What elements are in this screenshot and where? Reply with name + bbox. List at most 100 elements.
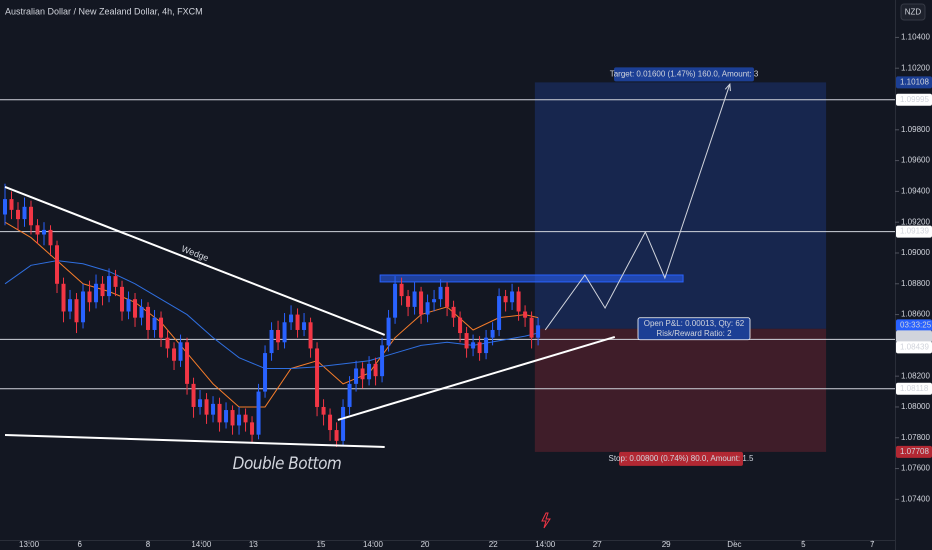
stop-label-box <box>619 451 743 466</box>
x-tick-label: 14:00 <box>535 540 556 549</box>
x-tick-label: 27 <box>593 540 602 549</box>
x-tick-label: 29 <box>662 540 671 549</box>
candle-body <box>152 317 157 330</box>
price-line-badge: 1.09995 <box>900 95 929 104</box>
x-tick-label: 5 <box>801 540 806 549</box>
currency-button[interactable] <box>900 3 926 21</box>
y-tick-label: 1.08800 <box>901 279 930 288</box>
price-line-badge: 1.08118 <box>900 384 929 393</box>
y-tick-label: 1.08000 <box>901 402 930 411</box>
x-tick-label: 15 <box>317 540 326 549</box>
events-icon[interactable] <box>541 512 551 529</box>
candle-body <box>334 430 339 441</box>
candle-body <box>211 403 216 415</box>
candle-body <box>315 348 320 407</box>
price-line-badge-box <box>896 341 932 354</box>
y-tick-label: 1.09000 <box>901 248 930 257</box>
currency-label[interactable]: NZD <box>905 8 922 17</box>
candle-body <box>308 322 313 349</box>
candle-body <box>497 296 502 330</box>
projection-path <box>544 83 731 331</box>
candle-body <box>347 383 352 407</box>
y-tick-label: 1.09200 <box>901 217 930 226</box>
target-label-box <box>614 67 754 82</box>
y-tick-label: 1.09800 <box>901 125 930 134</box>
x-tick-label: 20 <box>421 540 430 549</box>
candle-body <box>295 314 300 330</box>
wedge-line <box>4 185 386 336</box>
price-line-badge: 1.08439 <box>900 342 929 351</box>
candle-body <box>107 276 112 297</box>
candle-body <box>217 403 222 423</box>
candle-body <box>230 410 235 426</box>
stop-label: Stop: 0.00800 (0.74%) 80.0, Amount: 1.5 <box>609 454 755 463</box>
candle-body <box>328 414 333 431</box>
y-tick-label: 1.07400 <box>901 494 930 503</box>
candle-body <box>360 368 365 380</box>
candle-body <box>464 333 469 349</box>
candle-body <box>445 286 450 307</box>
candle-body <box>22 206 27 220</box>
candle-body <box>94 283 99 303</box>
candle-body <box>406 296 411 307</box>
candle-body <box>263 353 268 392</box>
candle-body <box>425 302 430 315</box>
candle-body <box>61 283 66 312</box>
x-tick-label: Dec <box>727 540 741 549</box>
candle-body <box>250 422 255 435</box>
candle-body <box>354 368 359 384</box>
candle-body <box>302 322 307 330</box>
y-tick-label: 1.09400 <box>901 187 930 196</box>
candle-body <box>224 410 229 423</box>
candle-body <box>74 299 79 323</box>
candle-body <box>276 329 281 343</box>
candle-body <box>100 283 105 297</box>
candle-body <box>243 414 248 423</box>
target-zone <box>534 82 827 329</box>
chart-title: Australian Dollar / New Zealand Dollar, … <box>5 6 203 16</box>
price-line-badge: 1.09139 <box>900 227 929 236</box>
resistance-zone <box>379 274 684 283</box>
x-tick-label: 13:00 <box>19 540 40 549</box>
candle-body <box>380 345 385 377</box>
candle-body <box>42 229 47 235</box>
x-tick-label: 14:00 <box>191 540 212 549</box>
candle-body <box>432 299 437 303</box>
candle-body <box>35 225 40 235</box>
price-line-badge-box <box>896 93 932 106</box>
candle-body <box>159 317 164 338</box>
candle-body <box>289 314 294 323</box>
candle-body <box>484 337 489 354</box>
candle-body <box>68 299 73 312</box>
target-label: Target: 0.01600 (1.47%) 160.0, Amount: 3 <box>610 69 759 78</box>
y-tick-label: 1.10200 <box>901 63 930 72</box>
risk-reward-label: Risk/Reward Ratio: 2 <box>656 329 732 338</box>
candle-body <box>412 291 417 307</box>
x-tick-label: 6 <box>78 540 83 549</box>
x-tick-label: 13 <box>249 540 258 549</box>
candle-body <box>399 283 404 297</box>
stop-badge-box <box>896 445 932 458</box>
candle-body <box>510 291 515 303</box>
candle-body <box>146 306 151 330</box>
candle-body <box>341 406 346 441</box>
y-tick-label: 1.07600 <box>901 464 930 473</box>
pnl-box <box>637 317 751 341</box>
candle-body <box>48 229 53 246</box>
candle-body <box>471 342 476 349</box>
candle-body <box>133 299 138 318</box>
candle-body <box>256 391 261 435</box>
y-tick-label: 1.08200 <box>901 371 930 380</box>
candle-body <box>178 342 183 361</box>
y-tick-label: 1.09600 <box>901 156 930 165</box>
price-line-badge-box <box>896 225 932 238</box>
candle-body <box>120 286 125 312</box>
candle-body <box>536 325 541 338</box>
candle-body <box>139 306 144 318</box>
candle-body <box>490 329 495 338</box>
candle-body <box>185 342 190 384</box>
entry-badge: 1.08508 <box>900 331 929 340</box>
